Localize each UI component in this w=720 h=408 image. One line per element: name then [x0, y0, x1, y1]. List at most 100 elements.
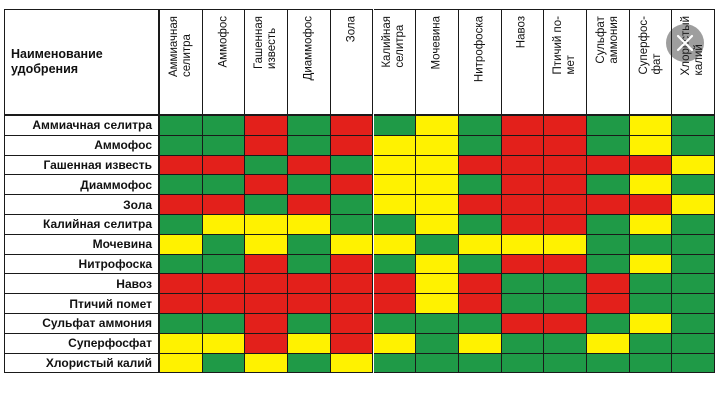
compatibility-cell: [544, 215, 587, 235]
compatibility-cell: [245, 274, 289, 295]
compatibility-cell: [202, 215, 246, 235]
compatibility-cell: [501, 135, 545, 156]
column-header-label: Аммиачная селитра: [167, 16, 193, 78]
compatibility-cell: [629, 274, 673, 295]
row-header: Суперфосфат: [4, 333, 160, 354]
compatibility-cell: [202, 254, 246, 275]
compatibility-cell: [373, 135, 417, 156]
compatibility-cell: [288, 155, 331, 176]
compatibility-cell: [245, 333, 289, 354]
compatibility-cell: [544, 135, 587, 156]
compatibility-cell: [288, 195, 331, 215]
compatibility-cell: [288, 234, 331, 255]
compatibility-cell: [416, 175, 459, 196]
compatibility-cell: [629, 314, 673, 334]
compatibility-cell: [160, 353, 203, 374]
column-header-label: Птичий по- мет: [552, 16, 578, 75]
compatibility-cell: [587, 254, 630, 275]
compatibility-cell: [672, 215, 716, 235]
compatibility-cell: [544, 175, 587, 196]
compatibility-cell: [629, 116, 673, 136]
row-header: Мочевина: [4, 234, 160, 255]
compatibility-cell: [672, 155, 716, 176]
column-header-label: Мочевина: [430, 16, 443, 70]
compatibility-cell: [458, 135, 502, 156]
compatibility-cell: [330, 314, 374, 334]
compatibility-cell: [245, 195, 289, 215]
column-header: Аммофос: [202, 9, 246, 116]
compatibility-cell: [544, 155, 587, 176]
compatibility-cell: [458, 195, 502, 215]
compatibility-cell: [245, 135, 289, 156]
compatibility-cell: [288, 175, 331, 196]
compatibility-cell: [373, 333, 417, 354]
compatibility-cell: [373, 116, 417, 136]
compatibility-cell: [629, 195, 673, 215]
compatibility-cell: [330, 135, 374, 156]
compatibility-cell: [501, 254, 545, 275]
column-header-label: Суперфос- фат: [637, 16, 663, 75]
compatibility-cell: [202, 135, 246, 156]
compatibility-cell: [373, 155, 417, 176]
compatibility-cell: [672, 175, 716, 196]
compatibility-cell: [629, 333, 673, 354]
compatibility-cell: [288, 254, 331, 275]
compatibility-cell: [288, 274, 331, 295]
row-header: Аммиачная селитра: [4, 116, 160, 136]
compatibility-cell: [672, 116, 716, 136]
compatibility-cell: [245, 155, 289, 176]
row-header: Калийная селитра: [4, 215, 160, 235]
compatibility-cell: [672, 353, 716, 374]
row-header: Гашенная известь: [4, 155, 160, 176]
column-header: Нитрофоска: [458, 9, 502, 116]
compatibility-cell: [373, 314, 417, 334]
compatibility-cell: [416, 195, 459, 215]
compatibility-cell: [587, 135, 630, 156]
row-header: Диаммофос: [4, 175, 160, 196]
compatibility-cell: [458, 353, 502, 374]
row-header: Птичий помет: [4, 294, 160, 314]
compatibility-cell: [373, 254, 417, 275]
compatibility-cell: [501, 195, 545, 215]
close-button[interactable]: [666, 24, 704, 62]
compatibility-cell: [245, 215, 289, 235]
compatibility-cell: [416, 333, 459, 354]
compatibility-cell: [587, 333, 630, 354]
compatibility-cell: [587, 155, 630, 176]
compatibility-cell: [373, 215, 417, 235]
compatibility-cell: [672, 254, 716, 275]
column-header: Зола: [330, 9, 374, 116]
compatibility-cell: [416, 254, 459, 275]
compatibility-cell: [416, 155, 459, 176]
compatibility-cell: [245, 234, 289, 255]
column-header: Хлористый калий: [672, 9, 716, 116]
compatibility-cell: [373, 274, 417, 295]
compatibility-cell: [458, 333, 502, 354]
column-header-label: Навоз: [515, 16, 528, 49]
compatibility-cell: [288, 116, 331, 136]
compatibility-cell: [629, 234, 673, 255]
compatibility-cell: [416, 135, 459, 156]
compatibility-cell: [160, 274, 203, 295]
compatibility-cell: [416, 314, 459, 334]
column-header: Птичий по- мет: [544, 9, 587, 116]
compatibility-cell: [202, 274, 246, 295]
compatibility-cell: [373, 294, 417, 314]
compatibility-cell: [629, 215, 673, 235]
compatibility-cell: [544, 274, 587, 295]
column-header: Гашенная известь: [245, 9, 289, 116]
compatibility-cell: [458, 314, 502, 334]
compatibility-cell: [330, 294, 374, 314]
compatibility-cell: [160, 294, 203, 314]
compatibility-cell: [672, 333, 716, 354]
column-header-label: Сульфат аммония: [594, 16, 620, 64]
compatibility-cell: [416, 234, 459, 255]
compatibility-cell: [160, 333, 203, 354]
row-header: Зола: [4, 195, 160, 215]
compatibility-cell: [544, 254, 587, 275]
compatibility-cell: [330, 155, 374, 176]
row-header: Хлористый калий: [4, 353, 160, 374]
compatibility-cell: [202, 116, 246, 136]
compatibility-cell: [587, 274, 630, 295]
